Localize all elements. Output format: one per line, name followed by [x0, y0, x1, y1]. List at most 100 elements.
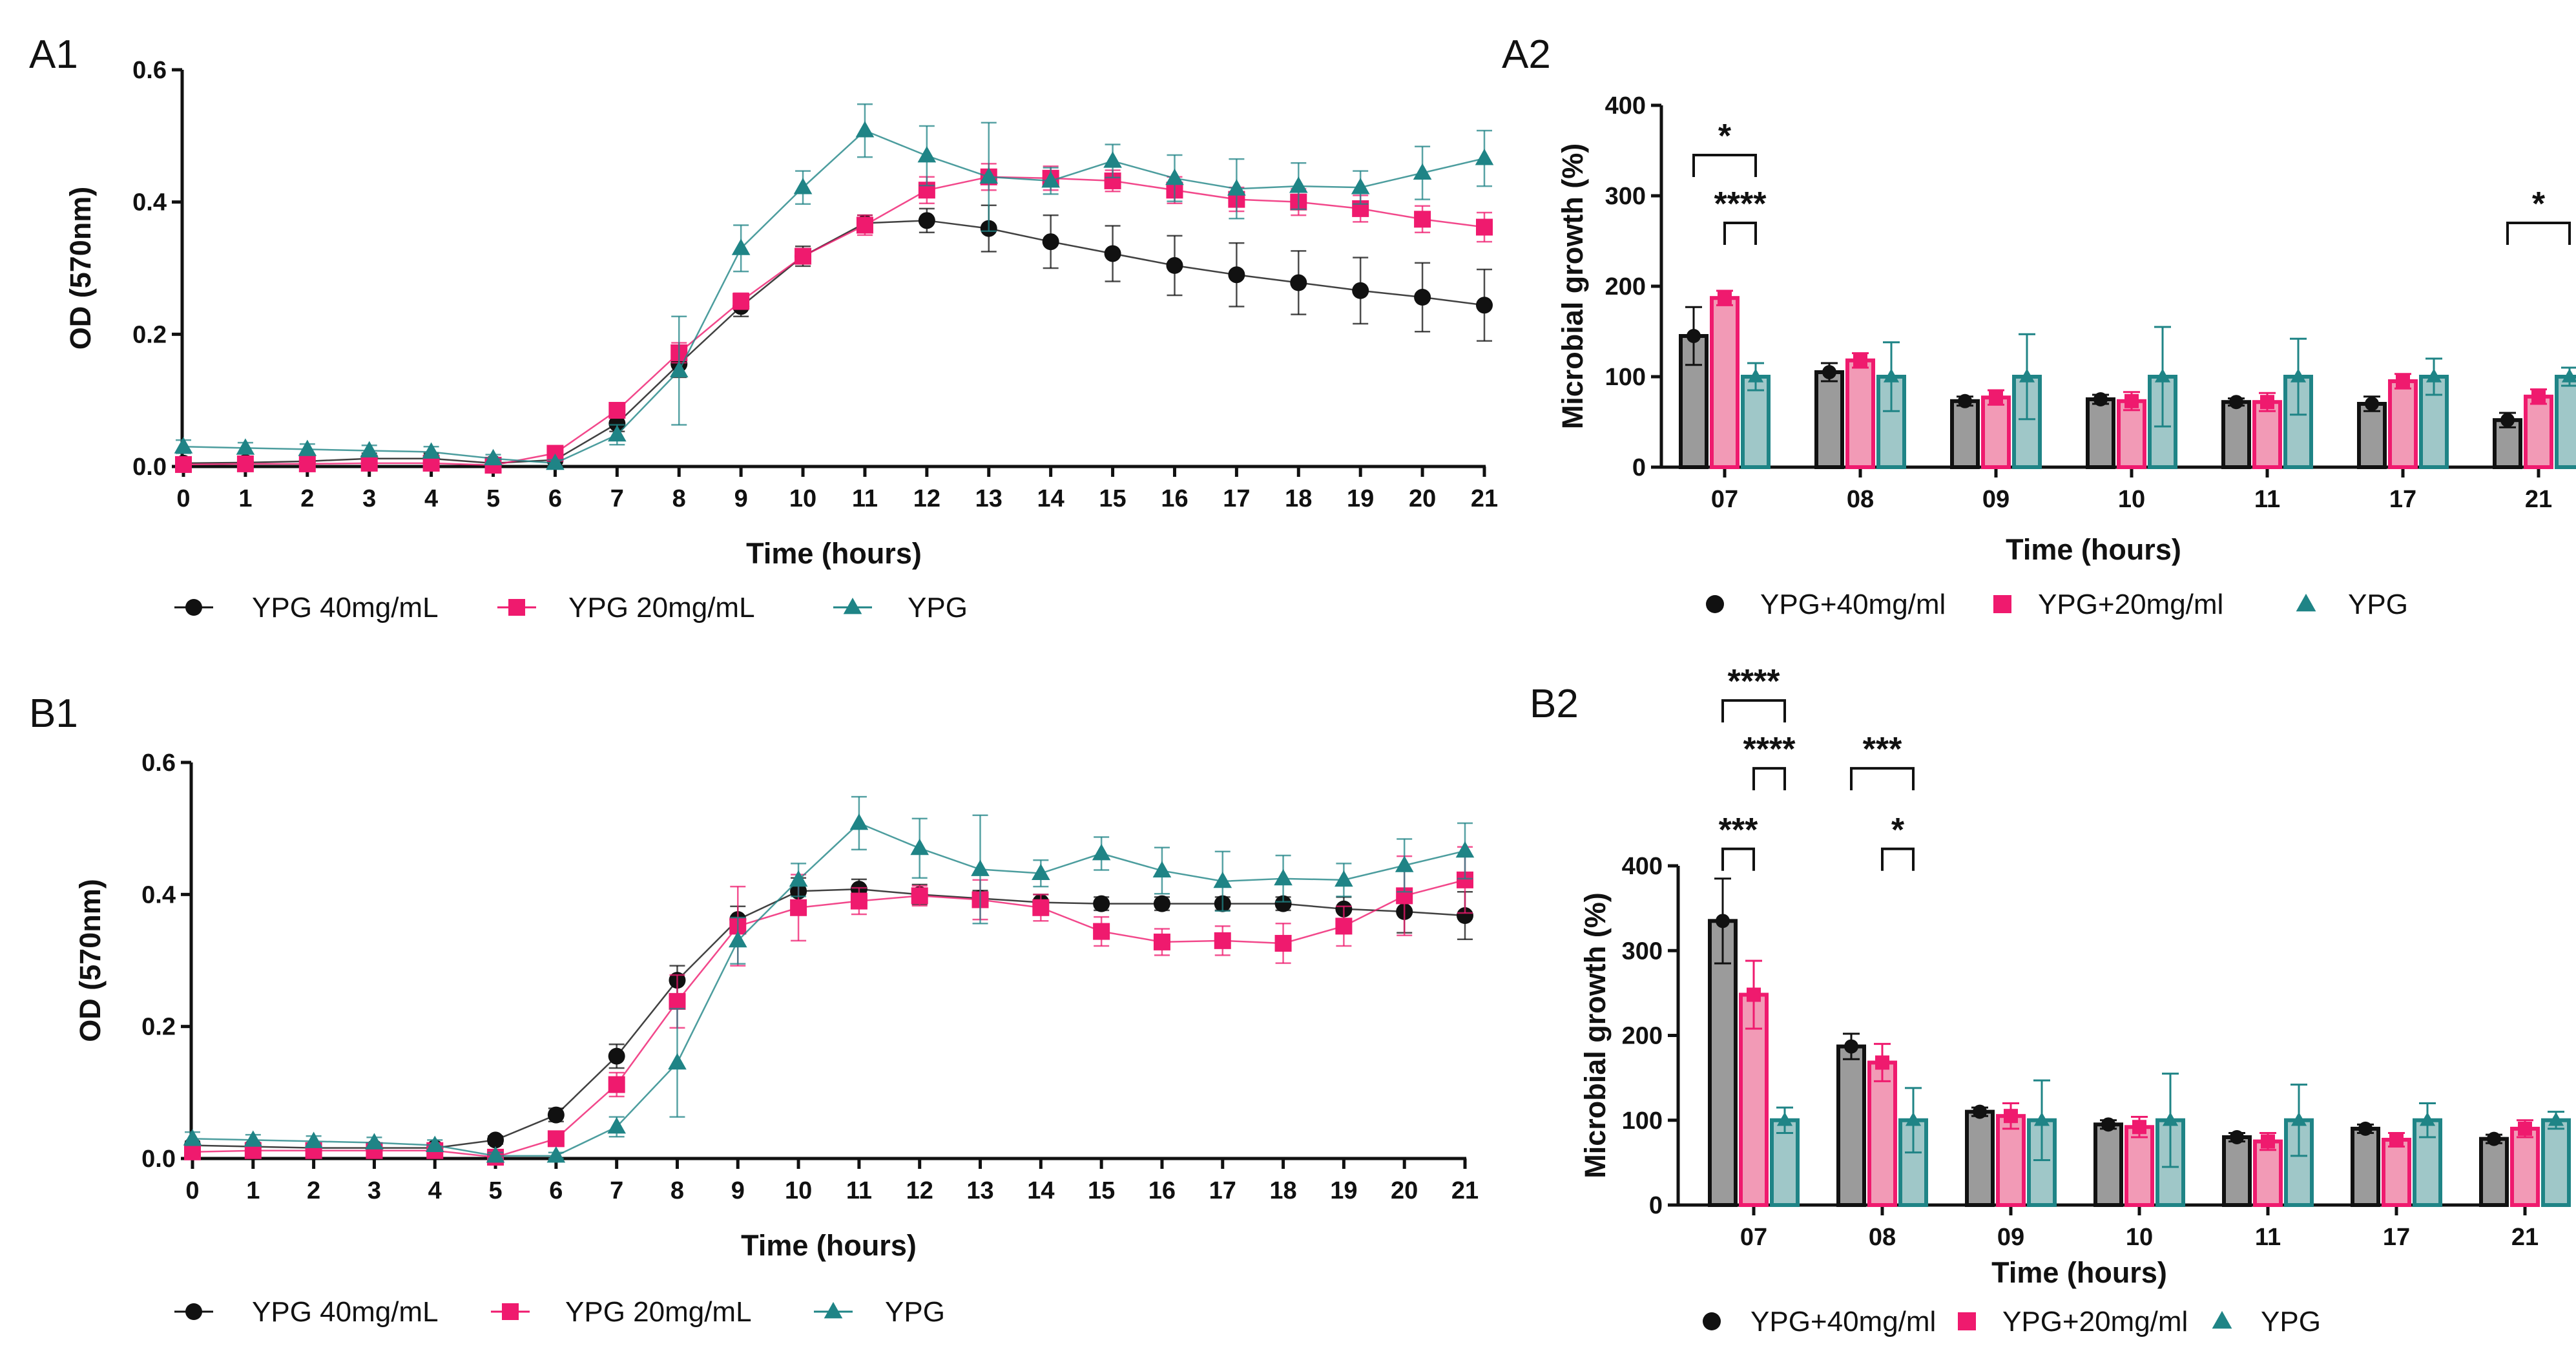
series-2: [174, 103, 1494, 470]
x-tick-label: 9: [734, 485, 748, 512]
data-point: [608, 1047, 625, 1065]
data-point: [1274, 934, 1292, 952]
y-tick-label: 0.2: [141, 1014, 176, 1041]
y-tick-label: 200: [1622, 1023, 1663, 1050]
data-point: [1227, 179, 1246, 196]
data-point: [184, 1143, 201, 1160]
legend-item: YPG 20mg/mL: [491, 1296, 752, 1328]
bar: [2221, 400, 2251, 470]
legend-label: YPG 20mg/mL: [568, 592, 755, 624]
significance-label: ****: [1714, 185, 1767, 223]
data-point: [795, 247, 812, 265]
bar-marker: [2365, 397, 2379, 411]
y-tick-label: 0: [1632, 454, 1646, 481]
data-point: [1032, 863, 1050, 881]
chart-a2: A2 0 100 200 300 400 Time (hours) Microbial gro…: [1502, 32, 2576, 620]
data-point: [789, 870, 808, 887]
bar-marker: [2389, 1132, 2404, 1147]
y-tick-label: 100: [1622, 1107, 1663, 1135]
data-point: [1289, 176, 1308, 193]
bar-marker: [1989, 390, 2003, 405]
data-point: [174, 437, 193, 454]
x-tick-label: 6: [548, 485, 562, 512]
legend-item: YPG+40mg/ml: [1703, 1306, 1936, 1337]
y-tick-label: 300: [1605, 183, 1646, 210]
x-axis-title: Time (hours): [746, 537, 922, 570]
data-point: [236, 455, 254, 472]
legend-label: YPG+40mg/ml: [1760, 589, 1946, 620]
series-2: [183, 795, 1475, 1163]
bar-marker: [2425, 368, 2442, 383]
x-tick-label: 10: [2126, 1224, 2153, 1251]
x-tick-label: 5: [486, 485, 500, 512]
bar-marker: [1875, 1055, 1889, 1070]
x-tick-label: 18: [1285, 485, 1312, 512]
series-2: [1770, 1073, 2571, 1207]
bar: [2222, 1135, 2252, 1207]
x-tick-label: 09: [1982, 486, 2010, 513]
panel-label: B2: [1530, 682, 1579, 726]
y-tick-label: 0.0: [132, 454, 167, 481]
x-tick-label: 11: [2255, 1224, 2281, 1251]
data-point: [1335, 870, 1353, 887]
data-point: [1214, 932, 1231, 949]
data-point: [918, 212, 935, 229]
x-tick-label: 18: [1269, 1177, 1296, 1204]
bar-marker: [2004, 1109, 2018, 1124]
bar-marker: [2132, 1120, 2146, 1135]
legend-label: YPG 20mg/mL: [565, 1296, 752, 1328]
data-point: [1352, 282, 1369, 299]
bar-marker: [2561, 368, 2576, 383]
legend-label: YPG: [908, 592, 968, 624]
bar: [2541, 1118, 2571, 1207]
bar: [2388, 379, 2418, 469]
significance-label: ****: [1743, 731, 1796, 768]
bar-marker: [2230, 1130, 2244, 1144]
legend-marker: [1993, 595, 2011, 613]
legend-marker: [843, 598, 862, 614]
series-0: [1708, 877, 2509, 1207]
x-tick-label: 11: [846, 1177, 872, 1204]
series-1: [184, 846, 1473, 1166]
x-tick-label: 17: [2383, 1224, 2410, 1251]
significance-label: ***: [1863, 731, 1902, 768]
legend-item: YPG+20mg/ml: [1958, 1306, 2188, 1337]
x-tick-label: 11: [852, 485, 878, 512]
bar-marker: [2518, 1121, 2532, 1136]
x-tick-label: 15: [1088, 1177, 1115, 1204]
y-tick-label: 0.6: [141, 750, 176, 777]
significance-bracket: [1721, 847, 1755, 871]
bar-marker: [2548, 1112, 2564, 1126]
x-tick-label: 20: [1409, 485, 1436, 512]
y-axis-title: Microbial growth (%): [1556, 143, 1589, 430]
x-tick-label: 07: [1740, 1224, 1767, 1251]
y-tick-label: 300: [1622, 938, 1663, 965]
x-tick-label: 17: [1223, 485, 1250, 512]
legend-marker: [508, 599, 525, 616]
x-tick-label: 21: [2511, 1224, 2539, 1251]
significance-label: ***: [1719, 812, 1758, 849]
bar-marker: [2154, 368, 2171, 383]
significance-bracket: [1723, 222, 1757, 245]
x-tick-label: 10: [785, 1177, 812, 1204]
x-tick-label: 9: [731, 1177, 745, 1204]
legend-item: YPG: [833, 592, 968, 624]
bar-marker: [2261, 1134, 2275, 1149]
data-point: [793, 178, 813, 194]
data-point: [669, 361, 689, 378]
bar: [2524, 394, 2553, 469]
bar-marker: [1853, 353, 1867, 368]
data-point: [1476, 218, 1493, 236]
data-point: [1092, 844, 1111, 861]
data-point: [608, 402, 626, 419]
y-tick-label: 0.6: [132, 57, 167, 84]
legend-marker: [502, 1303, 519, 1320]
data-point: [1103, 151, 1122, 168]
bar-marker: [2162, 1112, 2179, 1126]
x-tick-label: 11: [2254, 486, 2280, 513]
bar-marker: [2396, 374, 2410, 388]
legend-item: YPG 40mg/mL: [174, 592, 439, 624]
bar-marker: [2290, 1112, 2307, 1126]
